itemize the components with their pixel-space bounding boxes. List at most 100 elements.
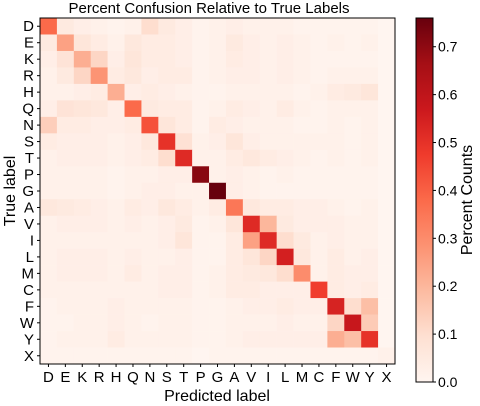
colorbar-tick-label: 0.3 bbox=[438, 230, 458, 246]
heatmap-cell bbox=[73, 281, 92, 299]
heatmap-cell bbox=[175, 18, 193, 35]
heatmap-cell bbox=[310, 83, 328, 101]
heatmap-cell bbox=[276, 182, 294, 200]
heatmap-cell bbox=[141, 298, 159, 315]
heatmap-cell bbox=[209, 18, 227, 35]
x-tick-label: Y bbox=[365, 369, 375, 386]
heatmap-cell bbox=[327, 331, 345, 348]
heatmap-cell bbox=[192, 50, 210, 68]
heatmap-cell bbox=[40, 149, 58, 167]
heatmap-cell bbox=[276, 67, 294, 85]
y-tick-label: V bbox=[24, 216, 34, 233]
heatmap-cell bbox=[90, 314, 108, 332]
heatmap-cell bbox=[293, 116, 311, 134]
heatmap-cell bbox=[158, 83, 176, 101]
heatmap-cell bbox=[225, 298, 244, 315]
heatmap-cell bbox=[158, 166, 176, 184]
heatmap-cell bbox=[107, 50, 125, 68]
heatmap-cell bbox=[73, 133, 92, 151]
heatmap-cell bbox=[259, 298, 277, 315]
colorbar-tick-label: 0.0 bbox=[438, 374, 458, 390]
heatmap-cell bbox=[40, 182, 58, 200]
heatmap-cell bbox=[124, 232, 142, 249]
heatmap-cell bbox=[378, 265, 396, 282]
heatmap-cell bbox=[141, 149, 159, 167]
heatmap-cell bbox=[192, 34, 210, 52]
heatmap-cell bbox=[276, 199, 294, 217]
heatmap-cell bbox=[361, 199, 379, 217]
heatmap-cell bbox=[327, 281, 345, 299]
heatmap-cell bbox=[107, 166, 125, 184]
heatmap-cell bbox=[56, 100, 75, 118]
heatmap-cell bbox=[90, 265, 108, 282]
heatmap-cell bbox=[90, 50, 108, 68]
heatmap-cell bbox=[327, 347, 345, 365]
heatmap-cell bbox=[242, 281, 261, 299]
heatmap-cell bbox=[107, 100, 125, 118]
y-tick-label: W bbox=[20, 315, 35, 332]
heatmap-cell bbox=[327, 232, 345, 249]
heatmap-cell bbox=[141, 18, 159, 35]
x-tick-label: X bbox=[382, 369, 392, 386]
heatmap-cell bbox=[192, 281, 210, 299]
x-tick-label: S bbox=[162, 369, 172, 386]
heatmap-cell bbox=[124, 116, 142, 134]
heatmap-cell bbox=[56, 133, 75, 151]
heatmap-cell bbox=[175, 100, 193, 118]
heatmap-cell bbox=[90, 199, 108, 217]
heatmap-cell bbox=[56, 18, 75, 35]
heatmap-cell bbox=[242, 34, 261, 52]
y-tick-label: P bbox=[24, 167, 34, 184]
heatmap-cell bbox=[293, 331, 311, 348]
y-tick-label: L bbox=[26, 249, 34, 266]
heatmap-cell bbox=[175, 34, 193, 52]
heatmap-cell bbox=[276, 331, 294, 348]
heatmap-cell bbox=[344, 182, 362, 200]
heatmap-cell bbox=[175, 133, 193, 151]
heatmap-cell bbox=[40, 83, 58, 101]
heatmap-cell bbox=[40, 133, 58, 151]
heatmap-cell bbox=[209, 83, 227, 101]
heatmap-cell bbox=[175, 67, 193, 85]
heatmap-cell bbox=[293, 199, 311, 217]
heatmap-cell bbox=[73, 199, 92, 217]
heatmap-cell bbox=[327, 133, 345, 151]
heatmap-cell bbox=[293, 215, 311, 233]
heatmap-cell bbox=[40, 232, 58, 249]
heatmap-cell bbox=[293, 347, 311, 365]
heatmap-cell bbox=[40, 50, 58, 68]
heatmap-cell bbox=[293, 298, 311, 315]
heatmap-cell bbox=[107, 215, 125, 233]
heatmap-cell bbox=[259, 314, 277, 332]
heatmap-cell bbox=[361, 347, 379, 365]
heatmap-cell bbox=[175, 50, 193, 68]
heatmap-cell bbox=[327, 314, 345, 332]
heatmap-cell bbox=[310, 248, 328, 266]
heatmap-cell bbox=[344, 248, 362, 266]
heatmap-cell bbox=[124, 298, 142, 315]
heatmap-cell bbox=[344, 83, 362, 101]
heatmap-cell bbox=[327, 67, 345, 85]
heatmap-cell bbox=[124, 215, 142, 233]
heatmap-cell bbox=[90, 331, 108, 348]
heatmap-cell bbox=[242, 83, 261, 101]
heatmap-cell bbox=[327, 100, 345, 118]
heatmap-cell bbox=[276, 100, 294, 118]
heatmap-cell bbox=[293, 67, 311, 85]
heatmap-cell bbox=[56, 281, 75, 299]
heatmap-cell bbox=[310, 67, 328, 85]
heatmap-cell bbox=[124, 199, 142, 217]
heatmap-cell bbox=[361, 265, 379, 282]
heatmap-cell bbox=[225, 116, 244, 134]
heatmap-cell bbox=[259, 199, 277, 217]
heatmap-cell bbox=[310, 298, 328, 315]
heatmap-cell bbox=[107, 314, 125, 332]
heatmap-cell bbox=[209, 215, 227, 233]
heatmap-cell bbox=[344, 133, 362, 151]
heatmap-cell bbox=[293, 18, 311, 35]
heatmap-cell bbox=[293, 232, 311, 249]
heatmap-cell bbox=[209, 331, 227, 348]
heatmap-cell bbox=[141, 199, 159, 217]
heatmap-cell bbox=[378, 215, 396, 233]
heatmap-cell bbox=[40, 248, 58, 266]
